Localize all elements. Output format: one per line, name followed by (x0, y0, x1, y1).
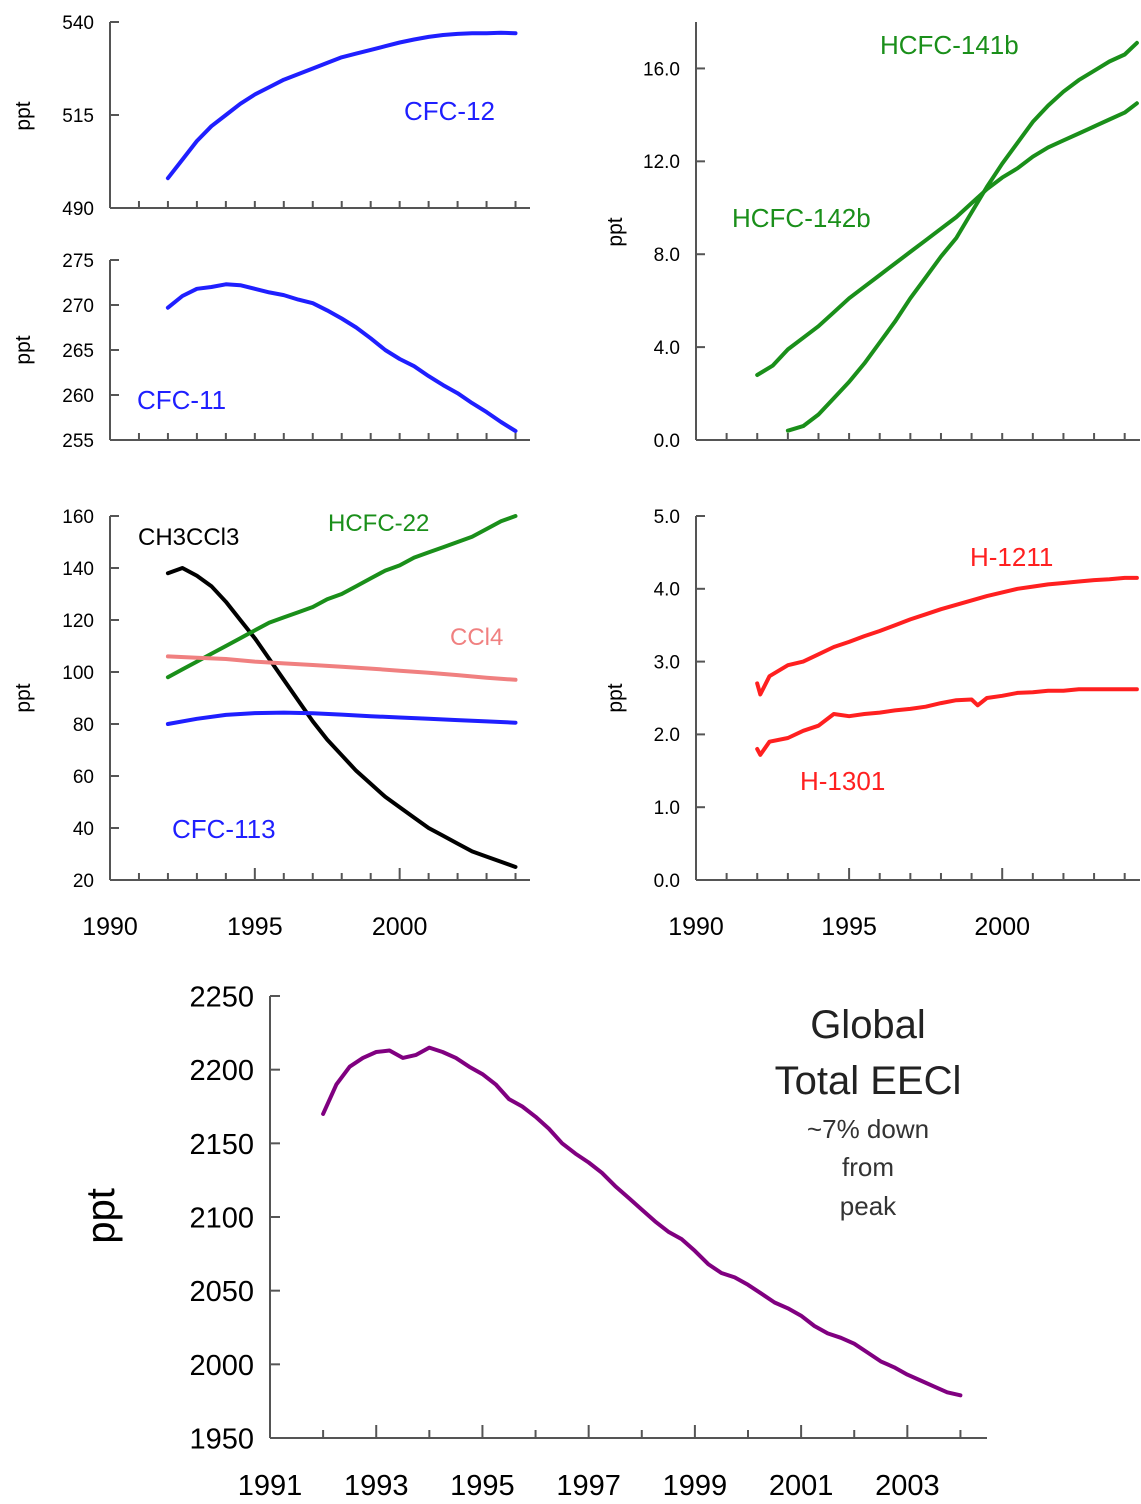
y-tick-label: 3.0 (654, 652, 680, 673)
y-tick-label: 0.0 (654, 871, 680, 892)
series-label-hcfc141b: HCFC-141b (880, 30, 1019, 60)
y-tick-label: 12.0 (643, 152, 680, 173)
x-tick-label: 1995 (450, 1470, 515, 1502)
y-tick-label: 8.0 (654, 245, 680, 266)
y-tick-label: 490 (62, 199, 94, 220)
series-label-h1211: H-1211 (970, 542, 1053, 572)
series-line-hcfc-141b (785, 40, 1139, 433)
y-tick-label: 2150 (189, 1129, 254, 1161)
y-tick-label: 2000 (189, 1350, 254, 1382)
panel-hcfc141: ppt HCFC-141b HCFC-142b 0.0 4.0 8.0 12.0 16.… (604, 22, 1140, 452)
x-tick-label: 2003 (875, 1470, 940, 1502)
x-tick-label: 1995 (821, 913, 877, 941)
y-tick-label: 100 (62, 663, 94, 684)
series-line-h-1301 (755, 687, 1139, 757)
y-tick-label: 120 (62, 611, 94, 632)
y-tick-label: 515 (62, 106, 94, 127)
y-tick-label: 80 (73, 715, 94, 736)
series-line-ccl4 (165, 654, 518, 682)
series-label-ccl4: CCl4 (450, 624, 503, 651)
x-tick-label: 2001 (769, 1470, 834, 1502)
y-tick-label: 16.0 (643, 59, 680, 80)
y-tick-label: 20 (73, 871, 94, 892)
series-line-cfc-11 (165, 282, 518, 433)
y-tick-label: 5.0 (654, 507, 680, 528)
annotation-line3: peak (840, 1191, 897, 1221)
chart-title-line2: Total EECl (775, 1059, 962, 1103)
series-line-hcfc-142b (755, 101, 1139, 377)
panel-cfc11: ppt CFC-11 255 260 265 270 275 (12, 251, 530, 452)
y-tick-label: 1.0 (654, 798, 680, 819)
y-tick-label: 255 (62, 431, 94, 452)
y-tick-label: 40 (73, 819, 94, 840)
x-tick-label: 2000 (974, 913, 1030, 941)
y-tick-label: 540 (62, 13, 94, 34)
y-tick-label: 60 (73, 767, 94, 788)
annotation-line1: ~7% down (807, 1114, 929, 1144)
y-tick-label: 2050 (189, 1276, 254, 1308)
x-tick-label: 1990 (82, 913, 138, 941)
ylabel-cfc11: ppt (12, 335, 35, 364)
x-tick-label: 1991 (238, 1470, 303, 1502)
ylabel-cfc12: ppt (12, 101, 35, 130)
x-tick-label: 1990 (668, 913, 724, 941)
x-tick-label: 1999 (663, 1470, 728, 1502)
panel-eecl: ppt Global Total EECl ~7% down from peak… (79, 981, 987, 1502)
y-tick-label: 140 (62, 559, 94, 580)
series-label-hcfc142b: HCFC-142b (732, 203, 871, 233)
x-tick-label: 1993 (344, 1470, 409, 1502)
y-tick-label: 0.0 (654, 431, 680, 452)
ylabel-halons: ppt (604, 683, 627, 712)
x-tick-label: 1997 (556, 1470, 621, 1502)
ylabel-mix: ppt (12, 683, 35, 712)
panel-cfc12: ppt CFC-12 490 515 540 (12, 13, 530, 220)
series-line-cfc-113 (165, 710, 518, 726)
ylabel-hcfc141: ppt (604, 217, 627, 246)
y-tick-label: 275 (62, 251, 94, 272)
series-label-hcfc22: HCFC-22 (328, 510, 429, 537)
y-tick-label: 2250 (189, 981, 254, 1013)
x-tick-label: 2000 (372, 913, 428, 941)
panel-mix: ppt CH3CCl3 HCFC-22 CCl4 CFC-113 20 40 60 8… (12, 507, 530, 941)
series-line-ch3ccl3 (165, 566, 518, 869)
y-tick-label: 270 (62, 296, 94, 317)
series-line-hcfc-22 (165, 514, 518, 680)
series-line-h-1211 (755, 575, 1139, 697)
y-tick-label: 2100 (189, 1202, 254, 1234)
series-label-cfc11: CFC-11 (137, 385, 226, 415)
series-line-total-eecl (321, 1045, 963, 1398)
y-tick-label: 2.0 (654, 725, 680, 746)
panel-halons: ppt H-1211 H-1301 0.0 1.0 2.0 3.0 4.0 5.0 1990… (604, 507, 1140, 941)
annotation-line2: from (842, 1152, 894, 1182)
y-tick-label: 2200 (189, 1055, 254, 1087)
series-label-cfc113: CFC-113 (172, 814, 276, 844)
y-tick-label: 4.0 (654, 580, 680, 601)
y-tick-label: 160 (62, 507, 94, 528)
y-tick-label: 265 (62, 341, 94, 362)
y-tick-label: 4.0 (654, 338, 680, 359)
y-tick-label: 260 (62, 386, 94, 407)
y-tick-label: 1950 (189, 1423, 254, 1455)
chart-title-line1: Global (810, 1003, 926, 1047)
x-tick-label: 1995 (227, 913, 283, 941)
series-label-h1301: H-1301 (800, 766, 885, 796)
series-label-ch3ccl3: CH3CCl3 (138, 524, 239, 551)
series-label-cfc12: CFC-12 (404, 96, 495, 126)
ylabel-eecl: ppt (79, 1188, 123, 1244)
series-line-cfc-12 (165, 30, 518, 181)
